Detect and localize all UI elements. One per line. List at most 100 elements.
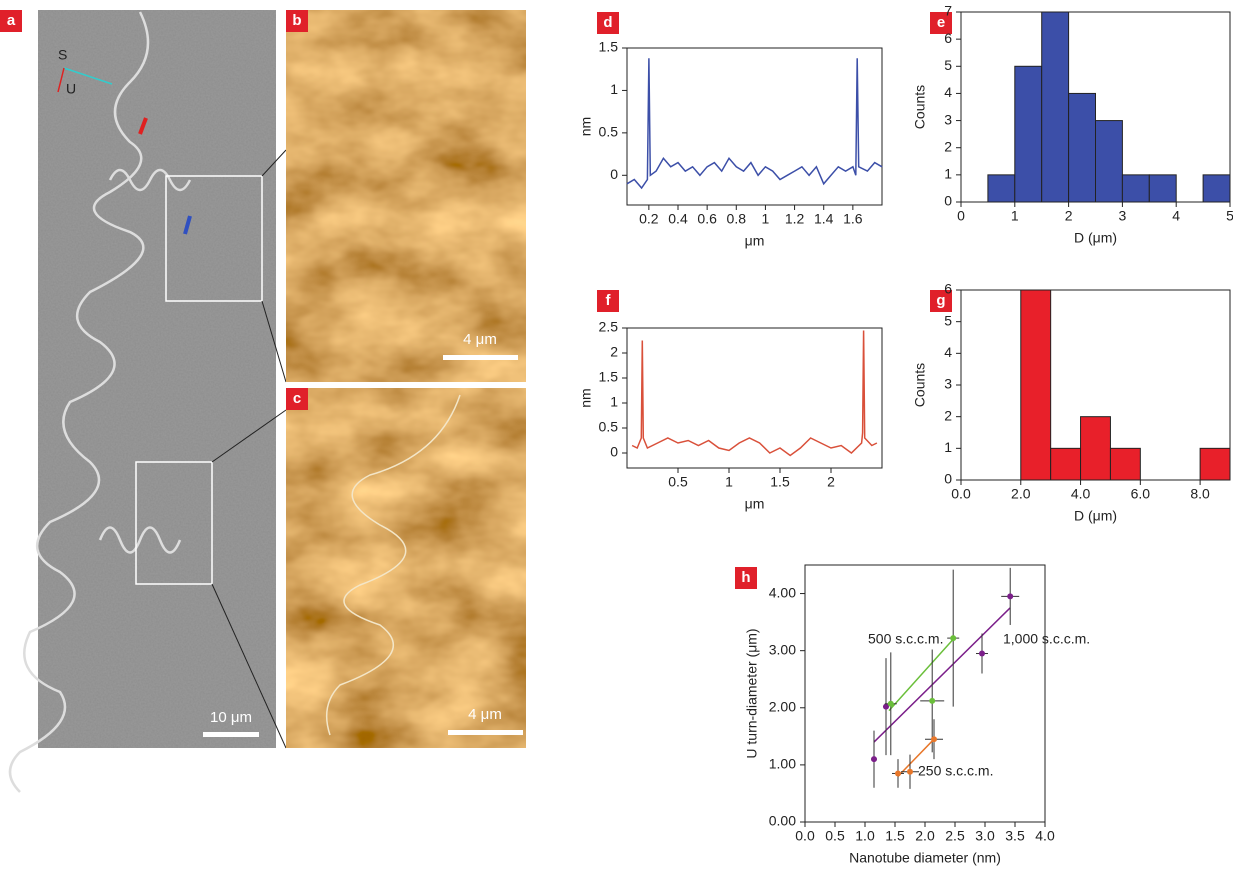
connector — [211, 409, 287, 463]
x-tick-label: 0.6 — [697, 211, 717, 227]
x-tick-label: 1.4 — [814, 211, 834, 227]
connector — [261, 149, 287, 177]
scale-bar — [448, 730, 523, 735]
x-tick-label: 4.0 — [1035, 828, 1055, 844]
y-tick-label: 1 — [944, 166, 952, 182]
x-axis-label: Nanotube diameter (nm) — [849, 850, 1001, 866]
y-tick-label: 0 — [610, 166, 618, 182]
panel-letter-box — [735, 567, 757, 589]
panel-letter-box — [597, 290, 619, 312]
x-tick-label: 1 — [762, 211, 770, 227]
x-tick-label: 5 — [1226, 208, 1233, 224]
hist-bar — [1014, 65, 1043, 203]
panel-letter: d — [603, 14, 612, 31]
hist-bar — [1020, 289, 1052, 481]
hist-bar — [1095, 120, 1123, 203]
panel-letter-box — [930, 12, 952, 34]
marker-blue — [183, 215, 192, 235]
plot-frame — [804, 564, 1046, 823]
y-tick-label: 2 — [944, 138, 952, 154]
x-axis-label: μm — [745, 496, 765, 512]
series-label: 1,000 s.c.c.m. — [1003, 631, 1090, 647]
y-tick-label: 6 — [944, 281, 952, 297]
x-tick-label: 2.0 — [1011, 486, 1031, 502]
point — [979, 650, 985, 657]
hist-bar — [1041, 11, 1070, 203]
y-tick-label: 4 — [944, 84, 952, 100]
panel-letter: g — [936, 292, 945, 309]
panel-letter-box — [930, 290, 952, 312]
hist-bar — [1202, 174, 1231, 203]
y-tick-label: 1.5 — [599, 39, 619, 55]
x-axis-label: D (μm) — [1074, 508, 1117, 524]
connector — [211, 583, 287, 749]
marker-red — [138, 117, 148, 135]
x-tick-label: 2 — [827, 474, 835, 490]
x-tick-label: 4.0 — [1071, 486, 1091, 502]
y-tick-label: 0.00 — [769, 813, 796, 829]
panel-letter: a — [7, 12, 16, 29]
afm-image — [286, 10, 526, 382]
x-tick-label: 0.5 — [825, 828, 845, 844]
y-tick-label: 7 — [944, 3, 952, 19]
point — [1007, 593, 1014, 600]
point — [931, 736, 937, 743]
x-tick-label: 1.5 — [770, 474, 790, 490]
annotation: S — [58, 47, 67, 63]
panel-letter-box — [286, 388, 308, 410]
arrow-s — [63, 67, 113, 85]
series-label: 500 s.c.c.m. — [868, 631, 943, 647]
y-tick-label: 1 — [610, 81, 618, 97]
x-tick-label: 2 — [1065, 208, 1073, 224]
scale-label: 10 μm — [210, 709, 252, 726]
panel-letter: h — [741, 569, 750, 586]
connector — [261, 300, 287, 383]
y-tick-label: 1.5 — [599, 369, 619, 385]
y-tick-label: 0.5 — [599, 419, 619, 435]
y-tick-label: 5 — [944, 57, 952, 73]
x-tick-label: 1 — [1011, 208, 1019, 224]
y-axis-label: nm — [578, 388, 594, 407]
x-tick-label: 3 — [1119, 208, 1127, 224]
y-tick-label: 2 — [944, 407, 952, 423]
point — [950, 635, 957, 642]
y-tick-label: 3 — [944, 376, 952, 392]
plot-frame — [626, 47, 883, 206]
point — [883, 703, 889, 710]
annotation: U — [66, 81, 76, 97]
y-tick-label: 4 — [944, 344, 952, 360]
arrow-u — [57, 67, 65, 93]
x-tick-label: 0.0 — [795, 828, 815, 844]
scale-bar — [443, 355, 518, 360]
x-tick-label: 0.0 — [951, 486, 971, 502]
x-tick-label: 4 — [1172, 208, 1180, 224]
y-tick-label: 2.5 — [599, 319, 619, 335]
x-tick-label: 0.8 — [727, 211, 747, 227]
y-tick-label: 0 — [944, 193, 952, 209]
y-tick-label: 3 — [944, 111, 952, 127]
x-tick-label: 2.0 — [915, 828, 935, 844]
hist-bar — [987, 174, 1016, 203]
x-axis-label: D (μm) — [1074, 230, 1117, 246]
y-tick-label: 2.00 — [769, 698, 796, 714]
y-axis-label: nm — [578, 117, 594, 136]
hist-bar — [1050, 447, 1082, 481]
plot-frame — [626, 327, 883, 469]
x-tick-label: 0.5 — [668, 474, 688, 490]
scale-bar — [203, 732, 259, 737]
y-tick-label: 1 — [610, 394, 618, 410]
sem-texture — [38, 10, 276, 748]
y-tick-label: 4.00 — [769, 584, 796, 600]
scale-label: 4 μm — [468, 706, 502, 723]
hist-bar — [1121, 174, 1150, 203]
x-tick-label: 3.5 — [1005, 828, 1025, 844]
y-tick-label: 1 — [944, 439, 952, 455]
panel-letter-box — [286, 10, 308, 32]
x-tick-label: 6.0 — [1131, 486, 1151, 502]
x-tick-label: 1.0 — [855, 828, 875, 844]
point — [895, 770, 901, 777]
y-tick-label: 5 — [944, 312, 952, 328]
x-tick-label: 8.0 — [1190, 486, 1210, 502]
y-tick-label: 0 — [610, 444, 618, 460]
